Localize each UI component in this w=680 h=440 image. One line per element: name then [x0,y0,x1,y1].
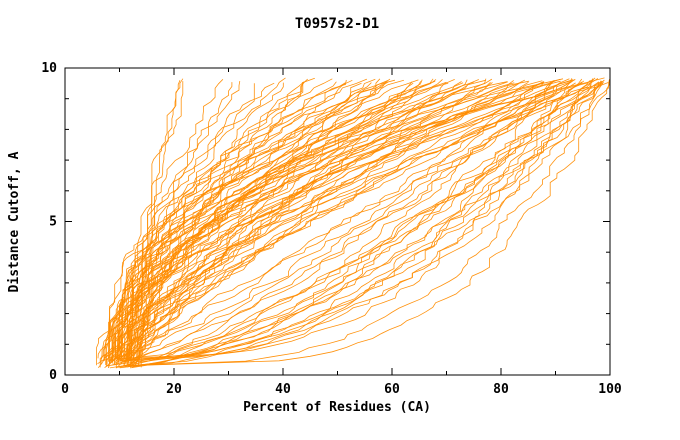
model-curve [123,78,573,360]
model-curve [131,78,434,365]
model-curve [109,77,596,369]
model-curve [133,80,514,360]
x-axis-label: Percent of Residues (CA) [243,400,431,415]
y-tick-label: 0 [49,368,57,383]
model-curve [126,81,509,360]
x-tick-label: 80 [493,382,509,397]
model-curve [109,81,551,363]
model-curve [114,79,405,361]
model-curve [113,78,381,364]
model-curve [127,79,455,364]
model-curve [104,78,376,359]
model-curve [116,79,605,368]
x-tick-label: 100 [598,382,622,397]
model-curve [137,81,491,366]
model-curve [116,81,389,364]
model-curve [105,82,544,368]
x-tick-label: 40 [275,382,291,397]
chart-title: T0957s2-D1 [295,16,379,32]
model-curve [124,79,353,361]
model-curve [130,78,333,369]
model-curve [129,80,602,361]
model-curve [119,80,591,362]
model-curve [138,82,603,363]
model-curve [139,82,520,361]
model-curve [116,82,609,360]
model-curve [108,81,241,368]
model-curve [114,80,603,360]
y-tick-label: 10 [41,61,57,76]
model-curve [122,79,610,362]
x-tick-label: 20 [166,382,182,397]
model-curve [102,82,545,362]
model-curve [106,82,275,367]
model-curve [124,82,591,361]
model-curve [119,79,525,362]
model-curve [128,81,184,360]
y-tick-label: 5 [49,215,57,230]
model-curve [130,79,468,368]
x-tick-label: 60 [384,382,400,397]
model-curve [103,79,423,361]
model-curve [118,80,605,360]
model-curve [132,78,576,368]
model-curve [134,80,543,366]
model-curve [106,82,599,367]
model-curve [109,80,561,365]
model-curve [126,82,576,362]
model-curve [105,78,595,366]
model-curve [97,81,508,365]
y-axis-label: Distance Cutoff, A [7,151,22,292]
model-curve [124,78,594,367]
model-curve [115,81,305,369]
model-curve [148,78,583,359]
model-curve [146,79,555,362]
model-curve [131,81,554,369]
model-curve [108,78,564,368]
model-curve [127,81,604,366]
model-curve [118,81,570,368]
model-curve [143,79,610,366]
x-tick-label: 0 [61,382,69,397]
model-curve [118,81,545,359]
model-curve [108,82,449,362]
model-curve [101,79,443,360]
model-curve [130,81,600,367]
